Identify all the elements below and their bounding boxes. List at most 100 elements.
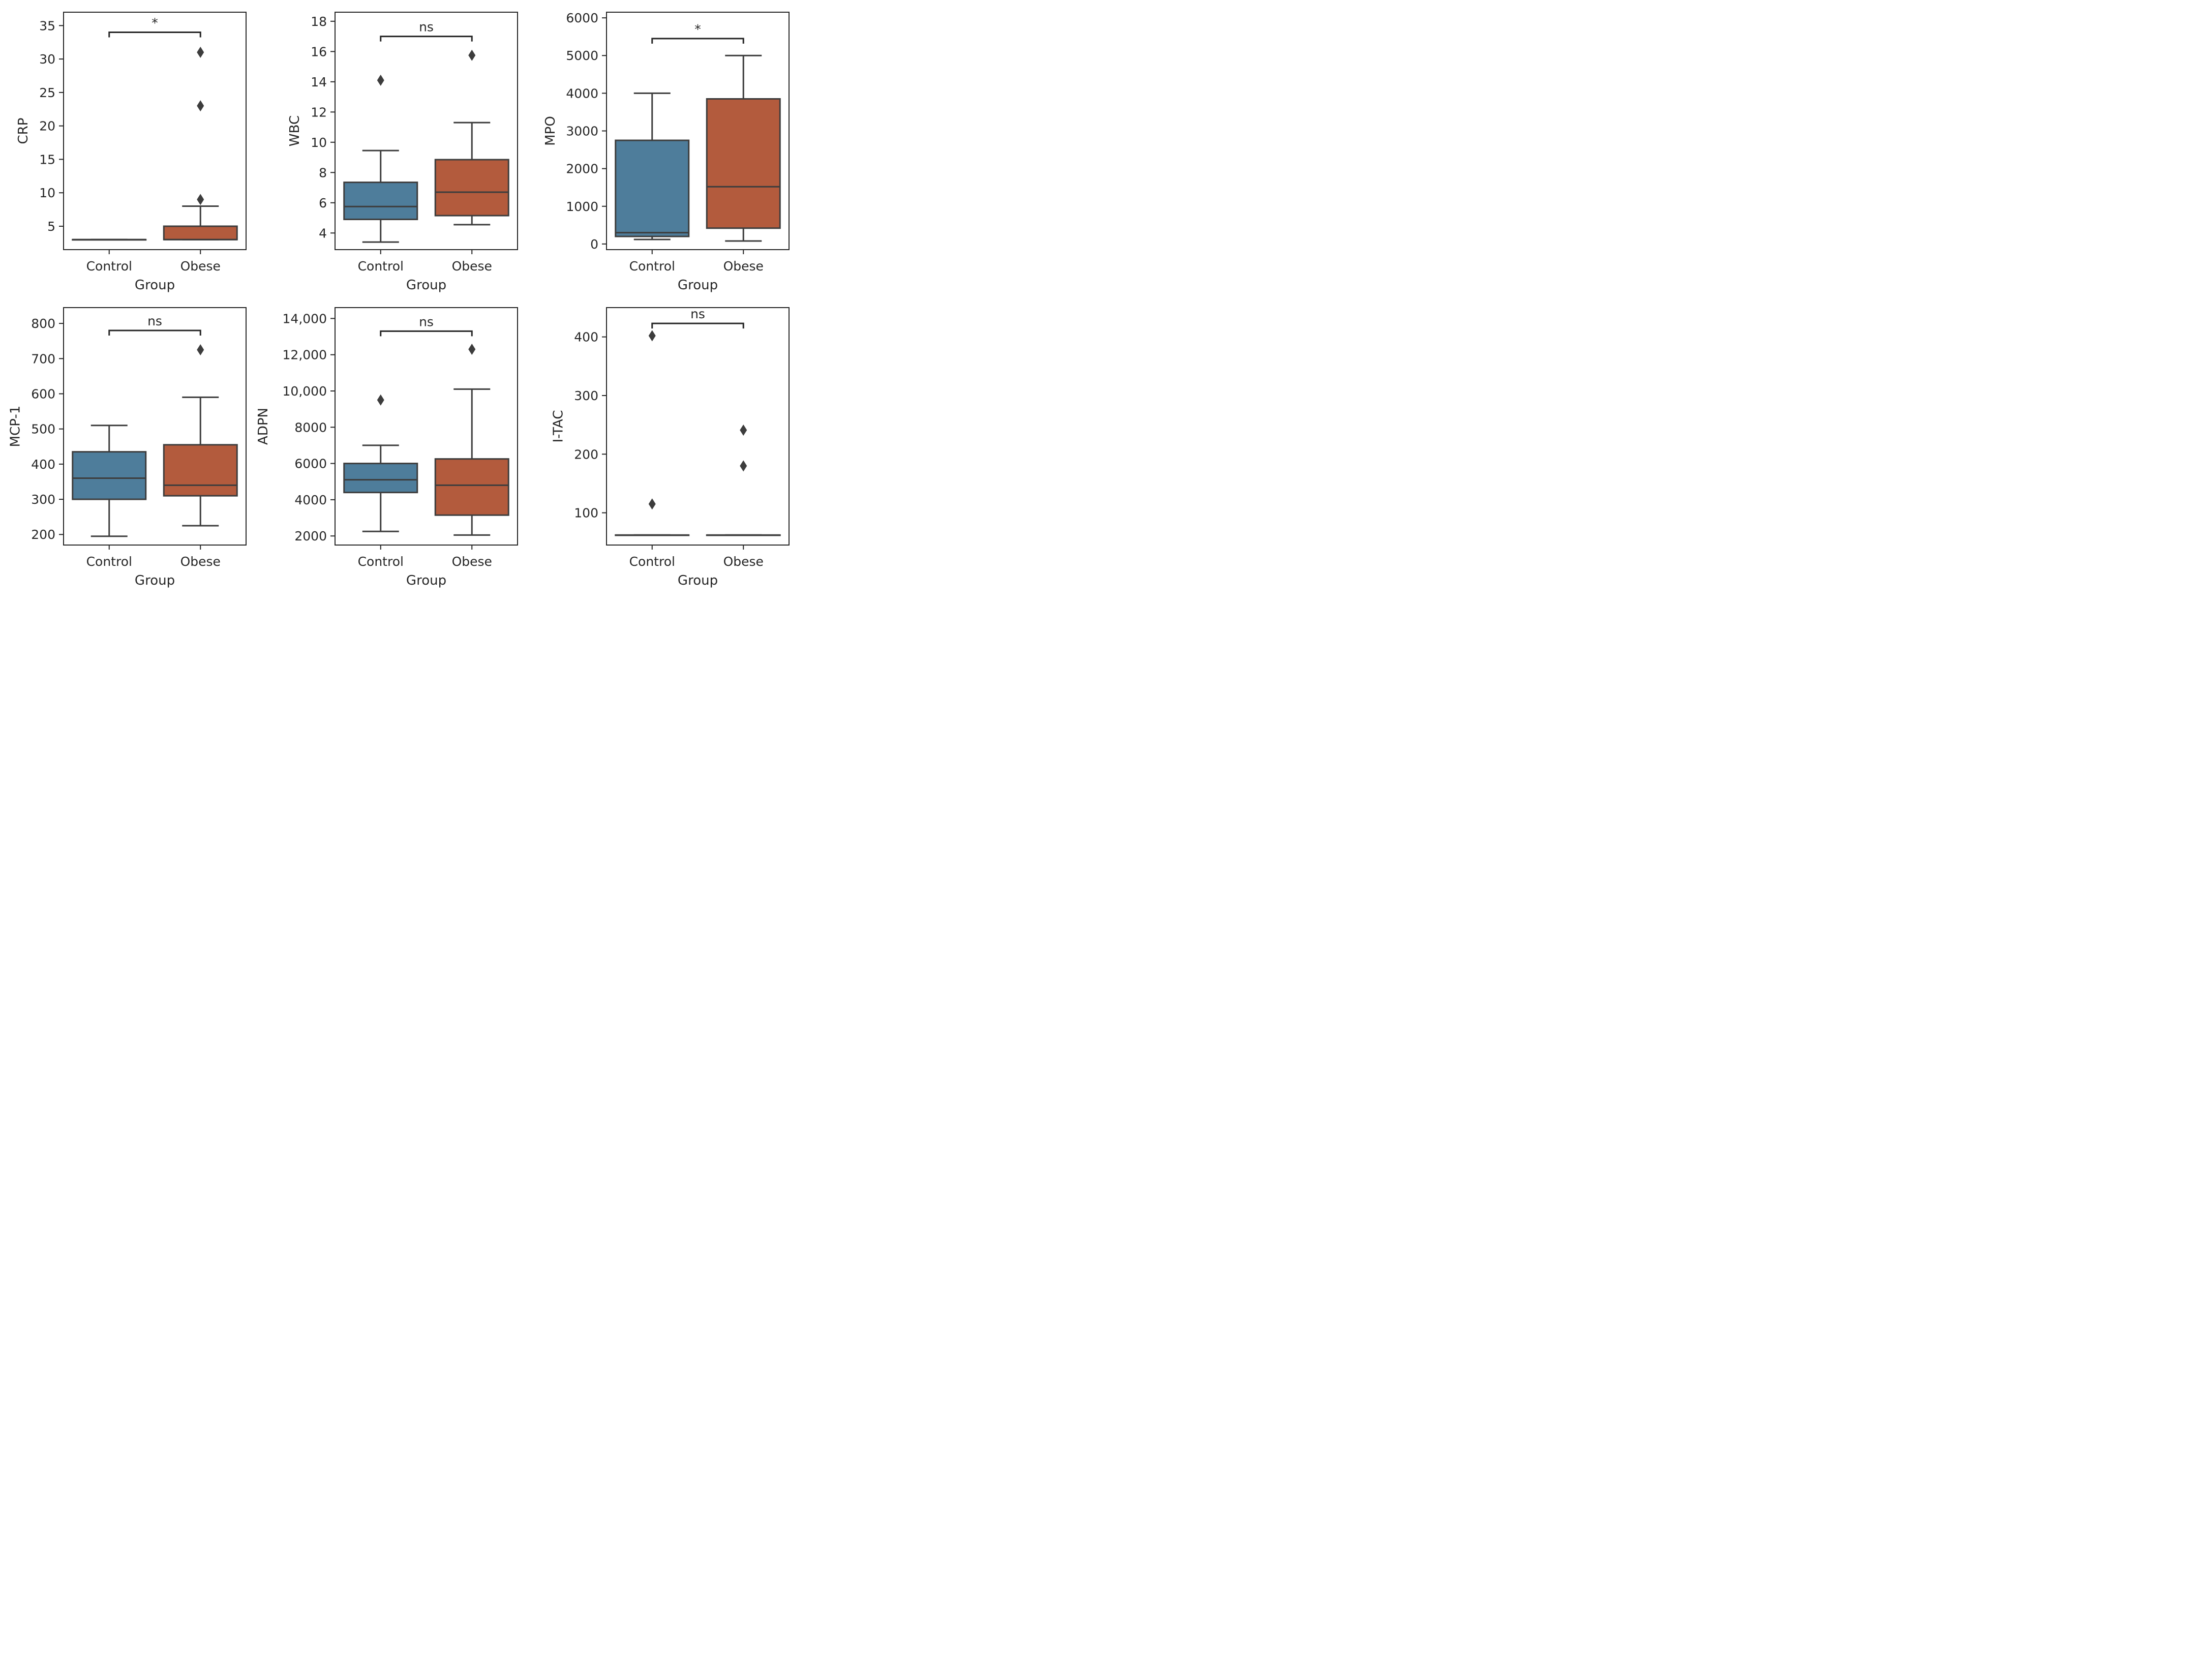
x-tick-label: Control — [86, 259, 132, 274]
iqr-box — [706, 98, 781, 229]
significance-bracket — [380, 330, 473, 337]
y-tick-label: 15 — [39, 152, 55, 167]
y-tick-label: 10 — [311, 135, 327, 150]
outlier-point — [377, 394, 384, 406]
significance-bracket — [380, 36, 473, 42]
y-tick-label: 700 — [31, 351, 55, 366]
x-tick-label: Obese — [180, 259, 221, 274]
axes-frame — [63, 307, 247, 546]
y-tick-label: 10 — [39, 186, 55, 200]
y-axis-label: CRP — [16, 118, 31, 144]
x-tick-label: Control — [629, 259, 675, 274]
y-tick-label: 400 — [574, 330, 598, 345]
box-control — [615, 330, 690, 536]
y-axis-label: WBC — [287, 115, 302, 146]
box-control — [72, 425, 147, 537]
iqr-box — [163, 444, 238, 497]
box-control — [343, 394, 418, 532]
axes-frame — [606, 307, 790, 546]
y-axis-label: MPO — [543, 116, 558, 146]
significance-label: * — [694, 22, 701, 37]
y-tick-label: 25 — [39, 85, 55, 100]
x-tick-label: Obese — [723, 259, 764, 274]
box-obese — [163, 46, 238, 240]
outlier-point — [648, 498, 656, 510]
y-tick-label: 16 — [311, 44, 327, 59]
iqr-box — [72, 451, 147, 500]
y-tick-label: 600 — [31, 387, 55, 402]
y-tick-label: 20 — [39, 119, 55, 134]
box-obese — [434, 49, 509, 226]
box-obese — [434, 343, 509, 536]
panel-mcp-1: 200 300 400 500 600 700 800 Control Obese Group MC… — [8, 307, 247, 588]
significance-label: ns — [419, 314, 434, 329]
y-tick-label: 2000 — [566, 162, 598, 176]
outlier-point — [648, 330, 656, 342]
x-axis-label: Group — [135, 573, 175, 588]
outlier-point — [197, 46, 204, 58]
significance-label: ns — [690, 307, 705, 321]
x-tick-label: Obese — [180, 554, 221, 569]
x-tick-label: Control — [629, 554, 675, 569]
iqr-box — [343, 182, 418, 221]
axes-frame — [63, 12, 247, 250]
significance-label: * — [151, 15, 158, 30]
box-control — [72, 238, 147, 241]
box-control — [615, 92, 690, 240]
y-tick-label: 0 — [590, 237, 598, 252]
x-tick-label: Control — [358, 554, 404, 569]
y-tick-label: 14,000 — [283, 311, 327, 326]
box-control — [343, 74, 418, 243]
y-tick-label: 200 — [574, 447, 598, 462]
x-tick-label: Obese — [723, 554, 764, 569]
outlier-point — [377, 74, 384, 86]
y-tick-label: 6000 — [566, 11, 598, 25]
outlier-point — [468, 343, 476, 355]
y-tick-label: 300 — [574, 388, 598, 403]
x-tick-label: Control — [86, 554, 132, 569]
outlier-point — [740, 424, 747, 436]
y-tick-label: 3000 — [566, 124, 598, 139]
y-axis-label: MCP-1 — [8, 406, 23, 447]
y-tick-label: 4000 — [566, 86, 598, 101]
outlier-point — [197, 194, 204, 205]
iqr-box — [343, 463, 418, 494]
outlier-point — [197, 100, 204, 112]
x-axis-label: Group — [406, 278, 446, 293]
y-tick-label: 10,000 — [283, 384, 327, 399]
iqr-box — [163, 225, 238, 240]
axes-frame — [335, 12, 518, 250]
y-tick-label: 300 — [31, 492, 55, 507]
y-tick-label: 6000 — [294, 457, 327, 471]
x-axis-label: Group — [135, 278, 175, 293]
y-tick-label: 800 — [31, 316, 55, 331]
y-tick-label: 8 — [319, 165, 327, 180]
y-tick-label: 500 — [31, 422, 55, 437]
y-tick-label: 4 — [319, 226, 327, 240]
panel-wbc: 4 6 8 10 12 14 16 18 Control Obese Group WBC ns — [287, 12, 518, 293]
significance-bracket — [651, 322, 744, 329]
box-obese — [706, 54, 781, 242]
outlier-point — [468, 49, 476, 61]
y-tick-label: 35 — [39, 18, 55, 33]
x-tick-label: Control — [358, 259, 404, 274]
panel-mpo: 0 1000 2000 3000 4000 5000 6000 Control Obese Gro… — [543, 11, 790, 293]
panel-crp: 5 10 15 20 25 30 35 Control Obese Group CRP * — [16, 12, 247, 293]
outlier-point — [197, 344, 204, 356]
significance-bracket — [651, 38, 744, 44]
box-obese — [706, 424, 781, 536]
significance-bracket — [108, 31, 201, 38]
outlier-point — [740, 460, 747, 472]
iqr-box — [434, 159, 509, 217]
y-tick-label: 12 — [311, 105, 327, 119]
y-tick-label: 8000 — [294, 420, 327, 435]
y-tick-label: 12,000 — [283, 348, 327, 363]
y-tick-label: 14 — [311, 75, 327, 89]
y-tick-label: 4000 — [294, 493, 327, 507]
y-tick-label: 1000 — [566, 199, 598, 214]
y-tick-label: 6 — [319, 196, 327, 210]
y-tick-label: 400 — [31, 457, 55, 472]
iqr-box — [615, 139, 690, 237]
x-axis-label: Group — [678, 278, 718, 293]
y-axis-label: ADPN — [256, 408, 271, 445]
